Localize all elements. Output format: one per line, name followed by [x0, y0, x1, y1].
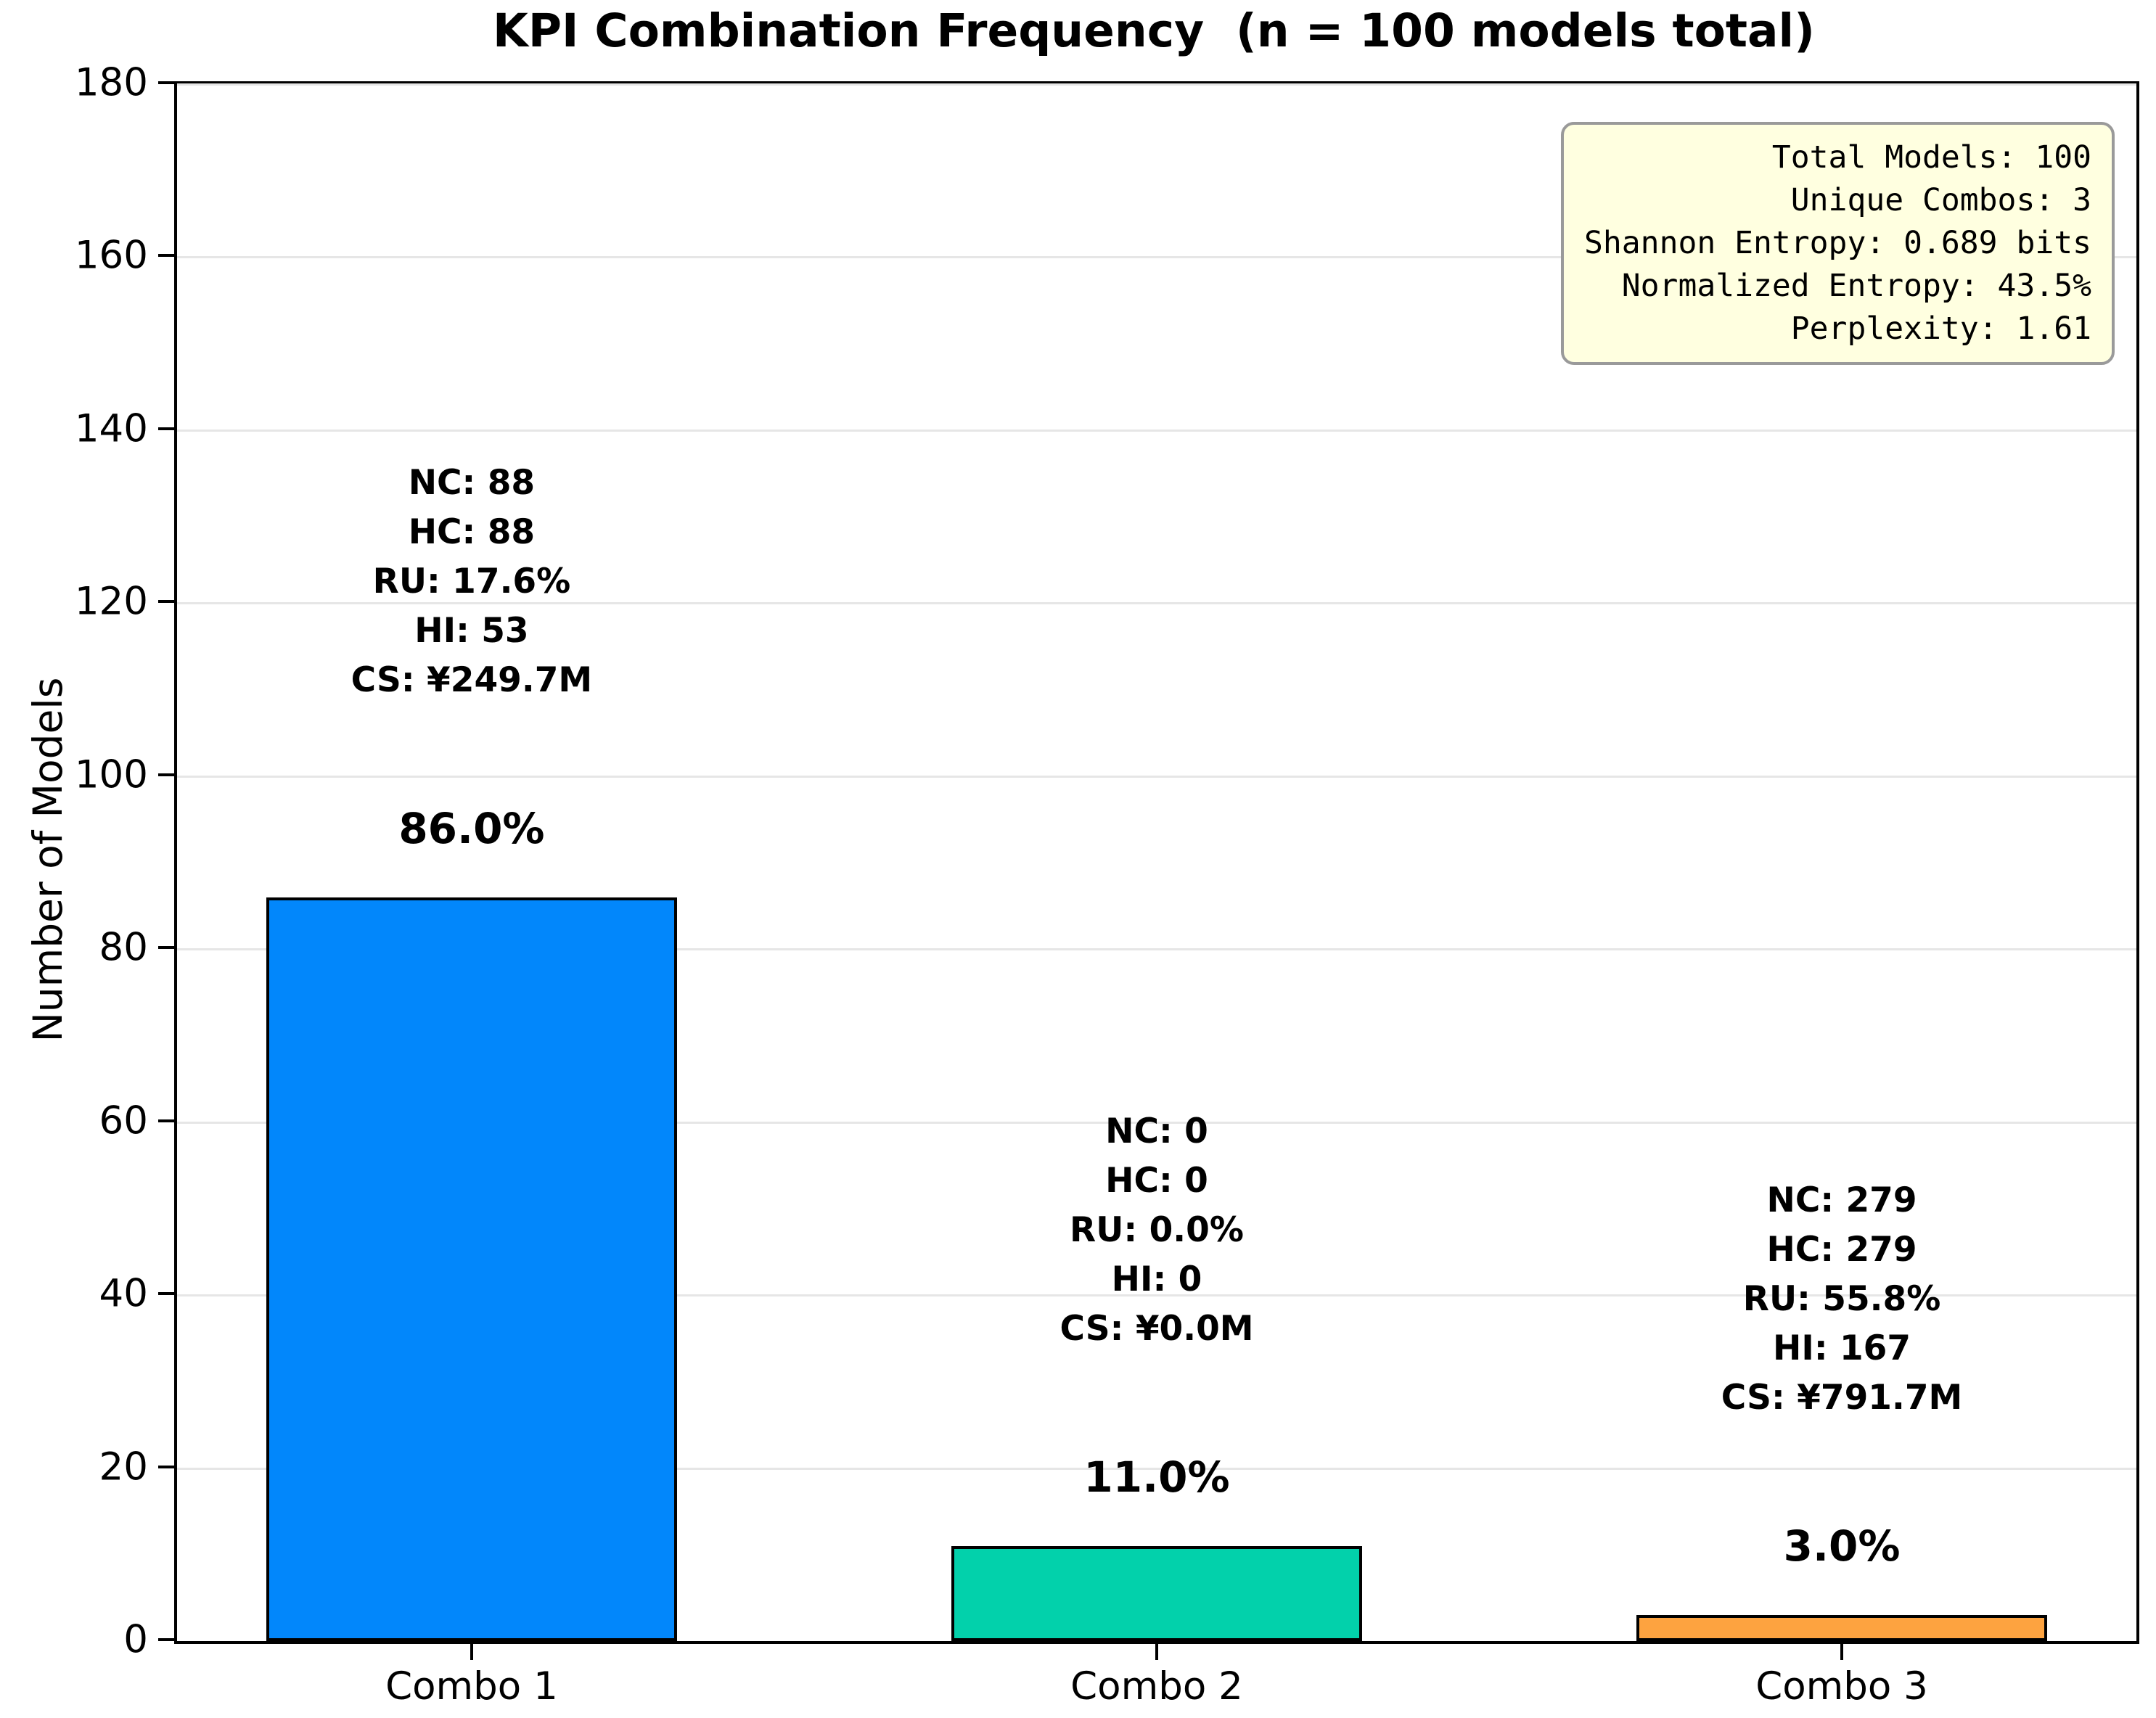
- percent-label-2: 11.0%: [1083, 1452, 1230, 1502]
- kpi-line: HI: 53: [414, 610, 529, 651]
- stats-line-unique-combos: Unique Combos: 3: [1790, 182, 2091, 218]
- x-tick-3: [1840, 1644, 1844, 1660]
- y-tick-label-40: 40: [99, 1271, 148, 1316]
- kpi-annotation-2: NC: 0 HC: 0 RU: 0.0% HI: 0 CS: ¥0.0M: [1059, 1107, 1253, 1354]
- x-tick-label-combo-3: Combo 3: [1755, 1664, 1928, 1709]
- y-tick-label-140: 140: [74, 406, 148, 451]
- y-tick-140: [158, 427, 174, 430]
- x-tick-1: [470, 1644, 473, 1660]
- y-axis-label: Number of Models: [25, 677, 71, 1043]
- bar-combo-1: [266, 897, 678, 1641]
- stats-line-normalized-entropy: Normalized Entropy: 43.5%: [1621, 268, 2091, 304]
- stats-line-total-models: Total Models: 100: [1771, 139, 2091, 176]
- stats-box: Total Models: 100 Unique Combos: 3 Shann…: [1561, 122, 2115, 365]
- y-tick-label-160: 160: [74, 233, 148, 278]
- bar-combo-3: [1636, 1615, 2048, 1641]
- kpi-line: CS: ¥249.7M: [351, 659, 593, 700]
- y-tick-80: [158, 946, 174, 950]
- gridline-y-180: [177, 83, 2136, 86]
- y-tick-20: [158, 1465, 174, 1468]
- x-tick-label-combo-2: Combo 2: [1070, 1664, 1243, 1709]
- y-tick-0: [158, 1638, 174, 1641]
- percent-label-3: 3.0%: [1783, 1521, 1901, 1571]
- gridline-y-40: [177, 1294, 2136, 1297]
- gridline-y-140: [177, 429, 2136, 432]
- kpi-line: HC: 0: [1105, 1160, 1208, 1201]
- kpi-line: HC: 88: [408, 511, 536, 552]
- kpi-annotation-3: NC: 279 HC: 279 RU: 55.8% HI: 167 CS: ¥791.7…: [1721, 1176, 1963, 1423]
- bar-combo-2: [951, 1545, 1363, 1641]
- y-tick-label-120: 120: [74, 579, 148, 624]
- kpi-line: RU: 17.6%: [372, 561, 571, 601]
- kpi-line: HI: 0: [1111, 1259, 1202, 1299]
- kpi-line: NC: 279: [1766, 1180, 1917, 1221]
- kpi-line: CS: ¥791.7M: [1721, 1378, 1963, 1418]
- x-tick-label-combo-1: Combo 1: [385, 1664, 558, 1709]
- gridline-y-80: [177, 948, 2136, 951]
- gridline-y-60: [177, 1121, 2136, 1124]
- kpi-line: CS: ¥0.0M: [1059, 1308, 1254, 1349]
- gridline-y-100: [177, 775, 2136, 778]
- kpi-line: NC: 88: [408, 462, 536, 503]
- y-tick-label-60: 60: [99, 1098, 148, 1143]
- y-tick-180: [158, 81, 174, 84]
- kpi-annotation-1: NC: 88 HC: 88 RU: 17.6% HI: 53 CS: ¥249.7M: [351, 459, 593, 705]
- y-tick-120: [158, 600, 174, 604]
- stats-line-perplexity: Perplexity: 1.61: [1790, 311, 2091, 347]
- y-tick-label-80: 80: [99, 925, 148, 970]
- y-tick-label-0: 0: [123, 1617, 148, 1662]
- chart-title: KPI Combination Frequency (n = 100 model…: [493, 4, 1815, 57]
- gridline-y-160: [177, 256, 2136, 259]
- y-tick-60: [158, 1119, 174, 1122]
- y-tick-100: [158, 773, 174, 776]
- kpi-line: HC: 279: [1766, 1230, 1917, 1270]
- x-tick-2: [1155, 1644, 1158, 1660]
- kpi-line: RU: 0.0%: [1070, 1209, 1244, 1250]
- y-tick-label-20: 20: [99, 1444, 148, 1489]
- kpi-line: RU: 55.8%: [1742, 1279, 1941, 1320]
- y-tick-label-100: 100: [74, 752, 148, 797]
- percent-label-1: 86.0%: [398, 803, 545, 853]
- kpi-line: NC: 0: [1105, 1111, 1208, 1151]
- stats-line-shannon-entropy: Shannon Entropy: 0.689 bits: [1584, 225, 2091, 261]
- y-tick-label-180: 180: [74, 60, 148, 105]
- kpi-line: HI: 167: [1772, 1328, 1911, 1369]
- y-tick-40: [158, 1292, 174, 1296]
- gridline-y-120: [177, 602, 2136, 605]
- y-tick-160: [158, 254, 174, 258]
- gridline-y-20: [177, 1467, 2136, 1470]
- plot-area: Total Models: 100 Unique Combos: 3 Shann…: [174, 81, 2139, 1644]
